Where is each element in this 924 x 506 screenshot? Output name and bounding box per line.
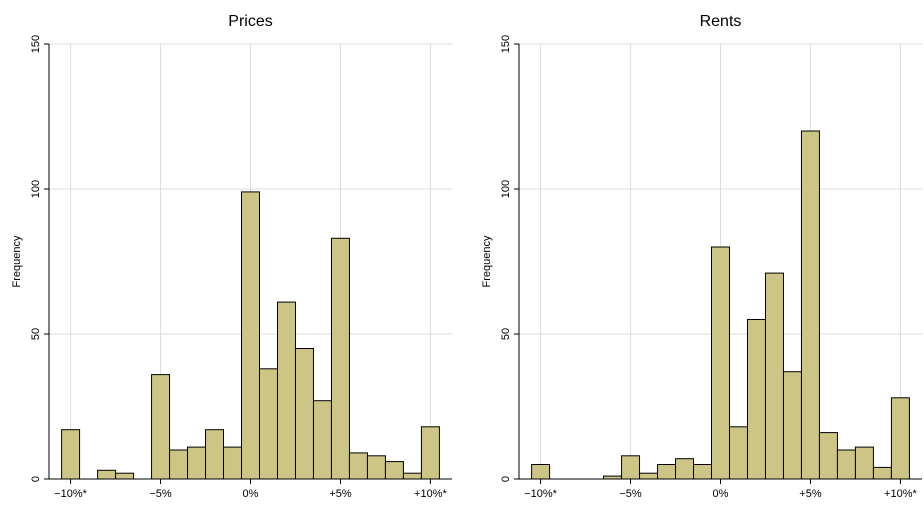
- chart-title: Rents: [700, 13, 742, 30]
- histogram-bar: [782, 371, 802, 480]
- histogram-bar: [115, 472, 135, 480]
- histogram-bar: [312, 400, 332, 480]
- histogram-bar: [836, 449, 856, 480]
- histogram-bar: [241, 191, 260, 480]
- histogram-bar: [61, 429, 81, 480]
- histogram-bar: [872, 466, 892, 480]
- histogram-bar: [764, 272, 784, 480]
- y-tick-label: 100: [500, 180, 512, 198]
- y-tick-label: 0: [500, 476, 512, 482]
- histogram-bar: [746, 319, 766, 480]
- prices-panel: 0 50 100 150 −10%* −5% 0% +5% +10%* Prices Frequen…: [11, 13, 452, 500]
- histogram-bar: [728, 426, 748, 480]
- histogram-bar: [402, 472, 422, 480]
- y-tick-label: 150: [30, 35, 42, 53]
- x-tick-label: +10%*: [414, 488, 447, 500]
- x-tick-label: +5%: [329, 488, 352, 500]
- y-tick-label: 0: [30, 476, 42, 482]
- histogram-bar: [169, 449, 189, 480]
- x-tick-label: −5%: [149, 488, 172, 500]
- histogram-bar: [366, 455, 386, 480]
- y-tick-label: 100: [30, 180, 42, 198]
- histogram-bar: [384, 461, 404, 480]
- x-tick-label: +5%: [799, 488, 822, 500]
- x-tick-label: −10%*: [524, 488, 557, 500]
- histogram-bar: [657, 464, 677, 480]
- histogram-bar: [330, 237, 350, 480]
- histogram-bar: [348, 452, 368, 480]
- histogram-bar: [258, 368, 278, 480]
- histogram-bar: [531, 464, 551, 480]
- x-tick-label: 0%: [713, 488, 729, 500]
- y-axis-label: Frequency: [11, 235, 23, 287]
- y-tick-label: 50: [500, 328, 512, 340]
- histogram-bar: [621, 455, 641, 480]
- x-tick-label: −10%*: [54, 488, 87, 500]
- histogram-bar: [187, 446, 207, 480]
- histogram-bar: [151, 374, 171, 480]
- y-tick-label: 150: [500, 35, 512, 53]
- histogram-bar: [223, 446, 243, 480]
- histogram-bar: [420, 426, 440, 480]
- histogram-bar: [97, 469, 117, 480]
- y-axis-label: Frequency: [481, 235, 493, 287]
- chart-title: Prices: [228, 13, 272, 30]
- histogram-bar: [818, 432, 838, 480]
- histogram-bar: [276, 301, 296, 480]
- histogram-bar: [675, 458, 695, 480]
- histogram-bar: [639, 472, 659, 480]
- histogram-bar: [693, 464, 713, 480]
- rents-panel: 0 50 100 150 −10%* −5% 0% +5% +10%* Rents Frequenc…: [481, 13, 922, 500]
- x-tick-label: −5%: [619, 488, 642, 500]
- histogram-bar: [294, 348, 314, 480]
- x-tick-label: +10%*: [884, 488, 917, 500]
- histogram-bar: [890, 397, 910, 480]
- histogram-bar: [854, 446, 874, 480]
- x-tick-label: 0%: [243, 488, 259, 500]
- histogram-bar: [800, 130, 820, 480]
- histogram-bar: [205, 429, 225, 480]
- y-tick-label: 50: [30, 328, 42, 340]
- histogram-bar: [711, 246, 730, 480]
